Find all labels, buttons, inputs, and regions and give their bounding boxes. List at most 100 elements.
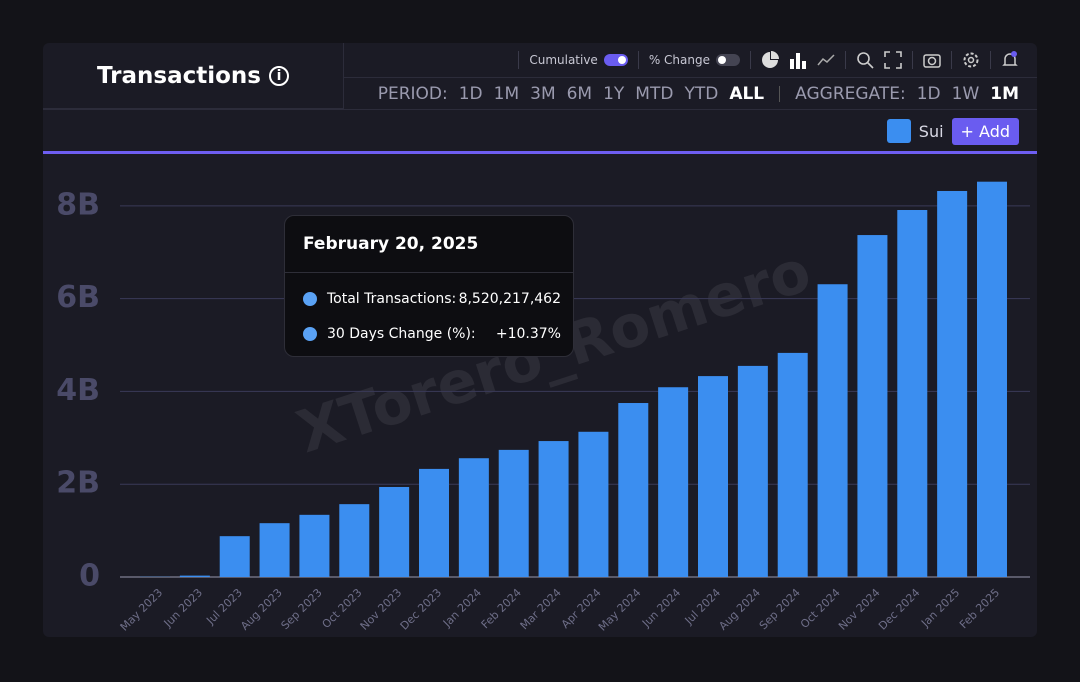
camera-icon[interactable] xyxy=(923,51,941,69)
toggle-label: Cumulative xyxy=(529,53,598,67)
x-tick-label: Nov 2024 xyxy=(836,586,883,633)
legend-label[interactable]: Sui xyxy=(918,121,944,141)
toggle-label: % Change xyxy=(648,53,710,67)
bar xyxy=(658,387,689,577)
bar xyxy=(419,468,449,577)
bar xyxy=(259,523,290,577)
separator xyxy=(518,51,520,69)
info-icon[interactable]: i xyxy=(269,65,289,86)
x-tick-label: Feb 2025 xyxy=(957,586,1002,631)
period-button[interactable]: 1D xyxy=(458,84,483,104)
period-button[interactable]: 1M xyxy=(493,84,520,104)
bar xyxy=(777,352,808,577)
bar-icon[interactable] xyxy=(789,51,807,69)
tooltip-row: 30 Days Change (%): +10.37% xyxy=(285,316,573,351)
bar xyxy=(538,441,569,577)
bar xyxy=(219,536,250,577)
tooltip: February 20, 2025 Total Transactions: 8,5… xyxy=(284,215,574,357)
x-tick-label: Aug 2023 xyxy=(238,586,285,633)
bar xyxy=(458,458,489,577)
x-tick-label: Jun 2023 xyxy=(161,586,205,630)
tooltip-value: 8,520,217,462 xyxy=(458,290,561,307)
separator xyxy=(845,51,846,69)
y-tick-label: 0 xyxy=(79,559,100,594)
x-tick-label: Dec 2024 xyxy=(876,586,923,633)
x-tick-label: Jul 2023 xyxy=(203,586,245,628)
bar xyxy=(578,431,609,577)
bar xyxy=(179,575,210,577)
bar xyxy=(897,210,928,577)
aggregate-button[interactable]: 1D xyxy=(916,84,941,104)
x-tick-label: Jan 2025 xyxy=(918,586,962,630)
separator xyxy=(951,51,952,69)
legend-row: Sui + Add xyxy=(43,109,1037,152)
bar xyxy=(857,235,888,577)
fullscreen-icon[interactable] xyxy=(884,51,902,69)
x-tick-label: Aug 2024 xyxy=(716,586,763,633)
settings-icon[interactable] xyxy=(962,51,980,69)
x-tick-label: Sep 2024 xyxy=(757,586,803,632)
separator xyxy=(779,86,781,102)
separator xyxy=(637,51,639,69)
line-icon[interactable] xyxy=(817,51,835,69)
tooltip-date: February 20, 2025 xyxy=(285,216,573,273)
period-bar: PERIOD: 1D 1M 3M 6M 1Y MTD YTD ALL AGGREGATE: 1D 1W… xyxy=(378,81,1019,107)
bar xyxy=(817,284,848,577)
x-tick-label: May 2023 xyxy=(118,586,166,634)
x-tick-label: Jul 2024 xyxy=(682,586,724,628)
tooltip-label: 30 Days Change (%): xyxy=(327,325,476,342)
bar xyxy=(977,181,1007,577)
bar xyxy=(618,403,649,577)
bar xyxy=(937,190,968,577)
y-tick-label: 6B xyxy=(56,280,100,315)
pie-icon[interactable] xyxy=(761,51,779,69)
switch[interactable] xyxy=(716,54,740,66)
separator xyxy=(750,51,751,69)
alert-icon[interactable] xyxy=(1001,51,1019,69)
y-tick-label: 8B xyxy=(56,187,100,222)
y-tick-label: 2B xyxy=(56,466,100,501)
period-button[interactable]: ALL xyxy=(729,84,765,104)
period-button[interactable]: 1Y xyxy=(603,84,625,104)
toolbar: Cumulative % Change xyxy=(343,43,1037,78)
y-tick-label: 4B xyxy=(56,373,100,408)
bar xyxy=(299,514,330,577)
tooltip-value: +10.37% xyxy=(495,325,561,342)
zoom-icon[interactable] xyxy=(856,51,874,69)
x-tick-label: May 2024 xyxy=(596,586,644,634)
period-button[interactable]: 3M xyxy=(530,84,556,104)
tooltip-label: Total Transactions: xyxy=(327,290,457,307)
x-tick-label: Sep 2023 xyxy=(279,586,325,632)
toggle[interactable]: Cumulative xyxy=(529,53,628,67)
legend-swatch xyxy=(886,119,911,143)
x-tick-label: Dec 2023 xyxy=(398,586,445,633)
title: Transactions xyxy=(97,62,261,89)
separator xyxy=(912,51,913,69)
bar xyxy=(698,376,728,577)
aggregate-button[interactable]: 1W xyxy=(951,84,980,104)
x-tick-label: Jun 2024 xyxy=(639,586,683,630)
period-button[interactable]: MTD xyxy=(635,84,674,104)
toggle[interactable]: % Change xyxy=(649,53,740,67)
x-tick-label: Feb 2024 xyxy=(479,586,524,631)
x-tick-label: Nov 2023 xyxy=(358,586,405,633)
tooltip-row: Total Transactions: 8,520,217,462 xyxy=(285,281,573,316)
bar xyxy=(379,486,410,577)
period-button[interactable]: YTD xyxy=(684,84,719,104)
divider xyxy=(43,151,1037,154)
x-tick-label: Mar 2024 xyxy=(518,586,564,632)
title-box: Transactions i xyxy=(43,43,344,109)
bar xyxy=(498,449,529,577)
add-button[interactable]: + Add xyxy=(951,117,1019,145)
separator xyxy=(990,51,991,69)
switch[interactable] xyxy=(603,54,628,66)
bar xyxy=(339,504,370,577)
period-button[interactable]: 6M xyxy=(566,84,593,104)
x-tick-label: Jan 2024 xyxy=(440,586,484,630)
period-label: PERIOD: xyxy=(377,84,448,104)
bar xyxy=(737,365,768,577)
aggregate-label: AGGREGATE: xyxy=(795,84,906,104)
aggregate-button[interactable]: 1M xyxy=(990,84,1019,104)
